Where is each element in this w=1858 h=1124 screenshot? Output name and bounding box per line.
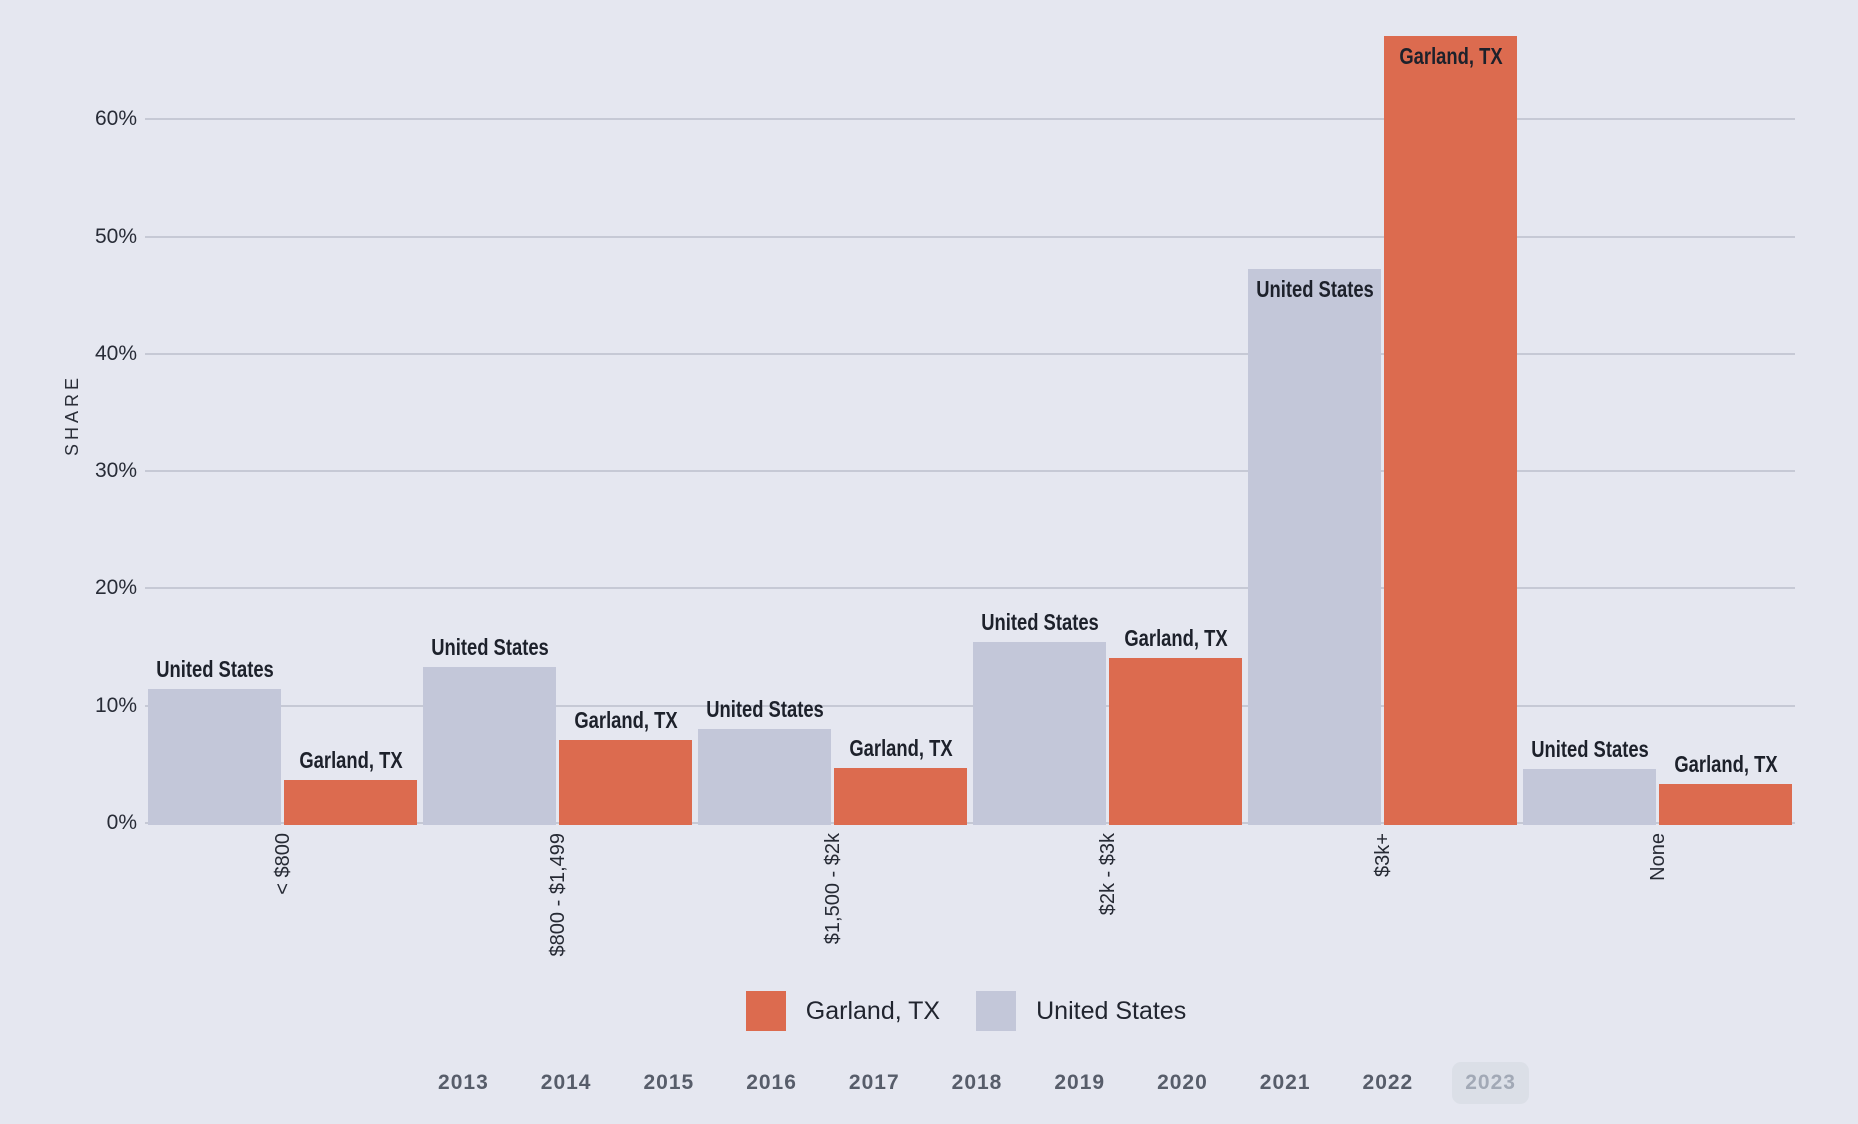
x-axis-label: $2k - $3k [1096, 833, 1119, 916]
bar-united-states-0[interactable] [148, 689, 281, 825]
year-button-2015[interactable]: 2015 [630, 1062, 707, 1104]
bar-series-label: United States [705, 696, 824, 723]
bar-series-label: Garland, TX [1123, 624, 1228, 651]
y-axis-title: SHARE [62, 374, 82, 457]
bar-united-states-5[interactable] [1523, 769, 1656, 825]
x-axis-label: $1,500 - $2k [821, 833, 844, 945]
year-button-2023[interactable]: 2023 [1452, 1062, 1529, 1104]
y-tick-label: 10% [94, 693, 137, 717]
year-button-2018[interactable]: 2018 [939, 1062, 1016, 1104]
y-tick-label: 40% [94, 341, 137, 365]
legend-swatch [745, 991, 786, 1031]
bar-united-states-3[interactable] [973, 642, 1106, 825]
bar-series-label: United States [1530, 736, 1649, 763]
x-axis-label: $800 - $1,499 [546, 833, 569, 957]
bar-series-label: Garland, TX [1673, 751, 1778, 778]
year-button-2019[interactable]: 2019 [1041, 1062, 1118, 1104]
x-axis-label: $3k+ [1371, 833, 1394, 877]
legend-item-united-states[interactable]: United States [976, 991, 1186, 1031]
year-selector: 2013 2014 2015 2016 2017 2018 2019 2020 2021 2022… [48, 1062, 1858, 1104]
gridline-0 [145, 822, 1795, 824]
bar-garland-tx-2[interactable] [834, 767, 967, 825]
legend-item-garland-tx[interactable]: Garland, TX [745, 991, 941, 1031]
bar-series-label: Garland, TX [298, 746, 403, 773]
bar-garland-tx-5[interactable] [1659, 784, 1792, 825]
bar-series-label: Garland, TX [573, 706, 678, 733]
gridline-10 [145, 704, 1795, 707]
bar-series-label: United States [430, 633, 549, 660]
year-button-2022[interactable]: 2022 [1350, 1062, 1427, 1104]
legend-label: Garland, TX [805, 996, 941, 1025]
year-button-2014[interactable]: 2014 [528, 1062, 605, 1104]
bar-garland-tx-1[interactable] [559, 739, 692, 825]
bar-series-label: Garland, TX [1398, 42, 1503, 69]
year-button-2013[interactable]: 2013 [425, 1062, 502, 1104]
year-button-2016[interactable]: 2016 [733, 1062, 810, 1104]
y-tick-label: 50% [94, 224, 137, 248]
year-button-2020[interactable]: 2020 [1144, 1062, 1221, 1104]
gridline-40 [145, 352, 1795, 355]
bar-united-states-4[interactable] [1248, 269, 1381, 825]
bar-garland-tx-0[interactable] [284, 779, 417, 825]
bar-united-states-1[interactable] [423, 666, 556, 825]
bar-series-label: United States [1255, 276, 1374, 303]
gridline-50 [145, 235, 1795, 238]
x-axis-label: None [1646, 833, 1669, 881]
year-button-2021[interactable]: 2021 [1247, 1062, 1324, 1104]
gridline-30 [145, 470, 1795, 473]
y-tick-label: 30% [94, 459, 137, 483]
year-button-2017[interactable]: 2017 [836, 1062, 913, 1104]
bar-series-label: Garland, TX [848, 734, 953, 761]
gridline-60 [145, 118, 1795, 121]
bar-united-states-2[interactable] [698, 729, 831, 825]
y-tick-label: 20% [94, 576, 137, 600]
y-tick-label: 0% [106, 811, 137, 834]
bar-garland-tx-3[interactable] [1109, 657, 1242, 825]
bar-garland-tx-4[interactable] [1384, 35, 1517, 825]
gridline-20 [145, 587, 1795, 590]
y-tick-label: 60% [94, 107, 137, 131]
bar-series-label: United States [980, 609, 1099, 636]
bar-series-label: United States [155, 656, 274, 683]
legend: Garland, TX United States [37, 991, 1858, 1031]
legend-swatch [976, 991, 1017, 1031]
x-axis-label: < $800 [271, 833, 294, 895]
legend-label: United States [1036, 996, 1187, 1025]
